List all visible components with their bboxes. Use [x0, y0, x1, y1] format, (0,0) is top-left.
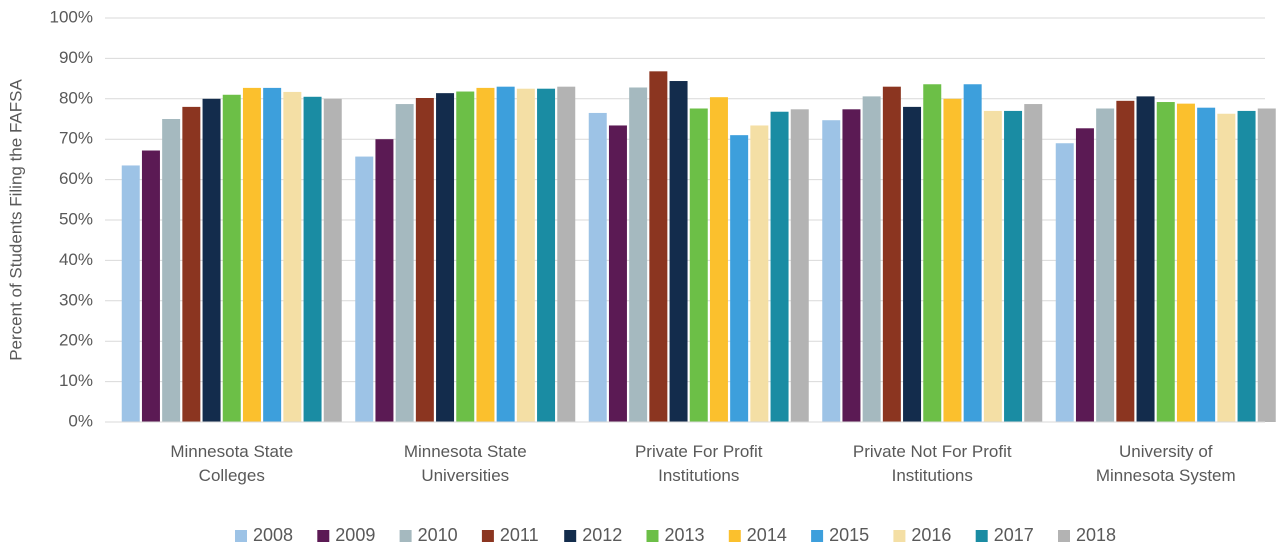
bar — [882, 86, 901, 423]
legend-swatch — [317, 530, 330, 542]
legend-swatch — [893, 530, 906, 542]
bar — [1055, 143, 1074, 423]
bar — [1096, 108, 1115, 422]
legend-label: 2010 — [418, 525, 458, 545]
bar — [903, 106, 922, 422]
y-tick-label: 40% — [59, 250, 93, 269]
bar — [649, 71, 668, 422]
bar — [1075, 128, 1094, 423]
legend-swatch — [811, 530, 824, 542]
bar — [1156, 102, 1175, 423]
y-tick-label: 60% — [59, 169, 93, 188]
legend-label: 2016 — [911, 525, 951, 545]
bar — [303, 96, 322, 422]
legend-swatch — [1058, 530, 1070, 542]
bar — [415, 97, 434, 422]
bar — [395, 104, 414, 422]
bar — [983, 110, 1002, 423]
bar — [456, 91, 475, 422]
legend-swatch — [564, 530, 577, 542]
y-tick-label: 50% — [59, 209, 93, 228]
bar — [283, 91, 302, 422]
bar — [1176, 103, 1195, 422]
x-tick-label: Private For Profit Institutions — [634, 442, 763, 485]
bar — [608, 125, 627, 423]
bar — [1197, 107, 1216, 423]
bar — [822, 120, 841, 422]
legend-label: 2015 — [829, 525, 869, 545]
bar — [963, 84, 982, 423]
y-tick-label: 90% — [59, 48, 93, 67]
y-axis-label: Percent of Students Filing the FAFSA — [6, 79, 25, 361]
legend-label: 2014 — [747, 525, 787, 545]
bar — [790, 109, 809, 422]
legend-label: 2013 — [665, 525, 705, 545]
bar — [242, 87, 261, 422]
bar — [375, 139, 394, 422]
bar — [709, 97, 728, 423]
bar — [1136, 96, 1155, 422]
y-tick-label: 80% — [59, 88, 93, 107]
legend-swatch — [399, 530, 412, 542]
legend-swatch — [235, 530, 247, 542]
bar — [923, 84, 942, 423]
legend-label: 2009 — [335, 525, 375, 545]
bar — [323, 98, 342, 423]
y-tick-label: 30% — [59, 290, 93, 309]
y-tick-label: 0% — [68, 411, 93, 430]
bar — [588, 112, 607, 422]
legend-swatch — [728, 530, 741, 542]
bar — [1217, 113, 1236, 423]
bar — [141, 150, 160, 422]
legend-label: 2012 — [582, 525, 622, 545]
bar — [496, 86, 515, 423]
bar — [629, 87, 648, 422]
bar — [1237, 110, 1256, 423]
x-tick-label: Private Not For Profit Institutions — [852, 442, 1012, 485]
bar — [121, 165, 140, 422]
x-tick-label: Minnesota State Universities — [403, 442, 527, 485]
bar — [516, 88, 535, 422]
bar — [842, 109, 861, 422]
bar — [1024, 104, 1043, 422]
y-tick-label: 20% — [59, 331, 93, 350]
legend-swatch — [481, 530, 494, 542]
bar — [557, 86, 576, 423]
bar — [476, 87, 495, 422]
legend-label: 2008 — [253, 525, 293, 545]
bar — [202, 98, 221, 423]
bar — [222, 94, 241, 422]
bar — [689, 108, 708, 422]
y-tick-label: 10% — [59, 371, 93, 390]
bar — [862, 96, 881, 422]
bar — [182, 106, 201, 422]
legend-swatch — [646, 530, 659, 542]
bar — [1004, 110, 1023, 423]
x-tick-label: University of Minnesota System — [1095, 442, 1236, 485]
bar — [750, 125, 769, 423]
bar — [162, 119, 181, 422]
legend-label: 2018 — [1076, 525, 1116, 545]
bar — [770, 111, 789, 422]
bar — [537, 88, 556, 422]
bar — [355, 156, 374, 422]
bar — [436, 93, 455, 423]
bar — [730, 135, 749, 422]
legend-swatch — [975, 530, 988, 542]
bar — [1257, 108, 1276, 422]
legend-label: 2011 — [500, 525, 539, 545]
bar — [669, 81, 688, 423]
x-tick-label: Minnesota State Colleges — [170, 442, 294, 485]
bar — [943, 98, 962, 423]
y-tick-label: 100% — [50, 7, 93, 26]
legend-label: 2017 — [994, 525, 1034, 545]
bar — [1116, 100, 1135, 422]
y-tick-label: 70% — [59, 129, 93, 148]
bar — [263, 87, 282, 422]
